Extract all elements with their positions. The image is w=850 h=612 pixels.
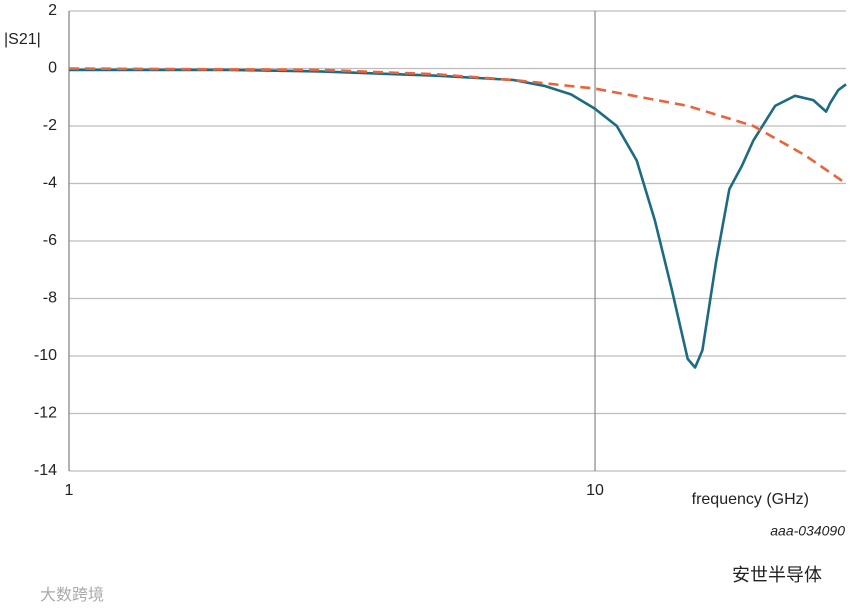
y-tick-label: -4 [43, 175, 57, 192]
y-tick-label: -14 [34, 462, 57, 479]
y-tick-label: -12 [34, 405, 57, 422]
watermark: 安世半导体 [732, 565, 822, 585]
y-tick-label: 2 [48, 2, 57, 19]
y-tick-label: 0 [48, 60, 57, 77]
y-tick-label: -2 [43, 117, 57, 134]
data-line [69, 68, 847, 369]
x-axis-label: frequency (GHz) [692, 491, 809, 508]
watermark: 大数跨境 [40, 585, 104, 604]
x-tick-label: 10 [586, 482, 604, 499]
data-line [68, 67, 847, 185]
figure-id: aaa-034090 [770, 523, 845, 539]
y-tick-label: -8 [43, 290, 57, 307]
x-tick-label: 1 [65, 482, 74, 499]
y-tick-label: -10 [34, 347, 57, 364]
y-tick-label: -6 [43, 232, 57, 249]
y-axis-label: |S21| [4, 31, 41, 48]
